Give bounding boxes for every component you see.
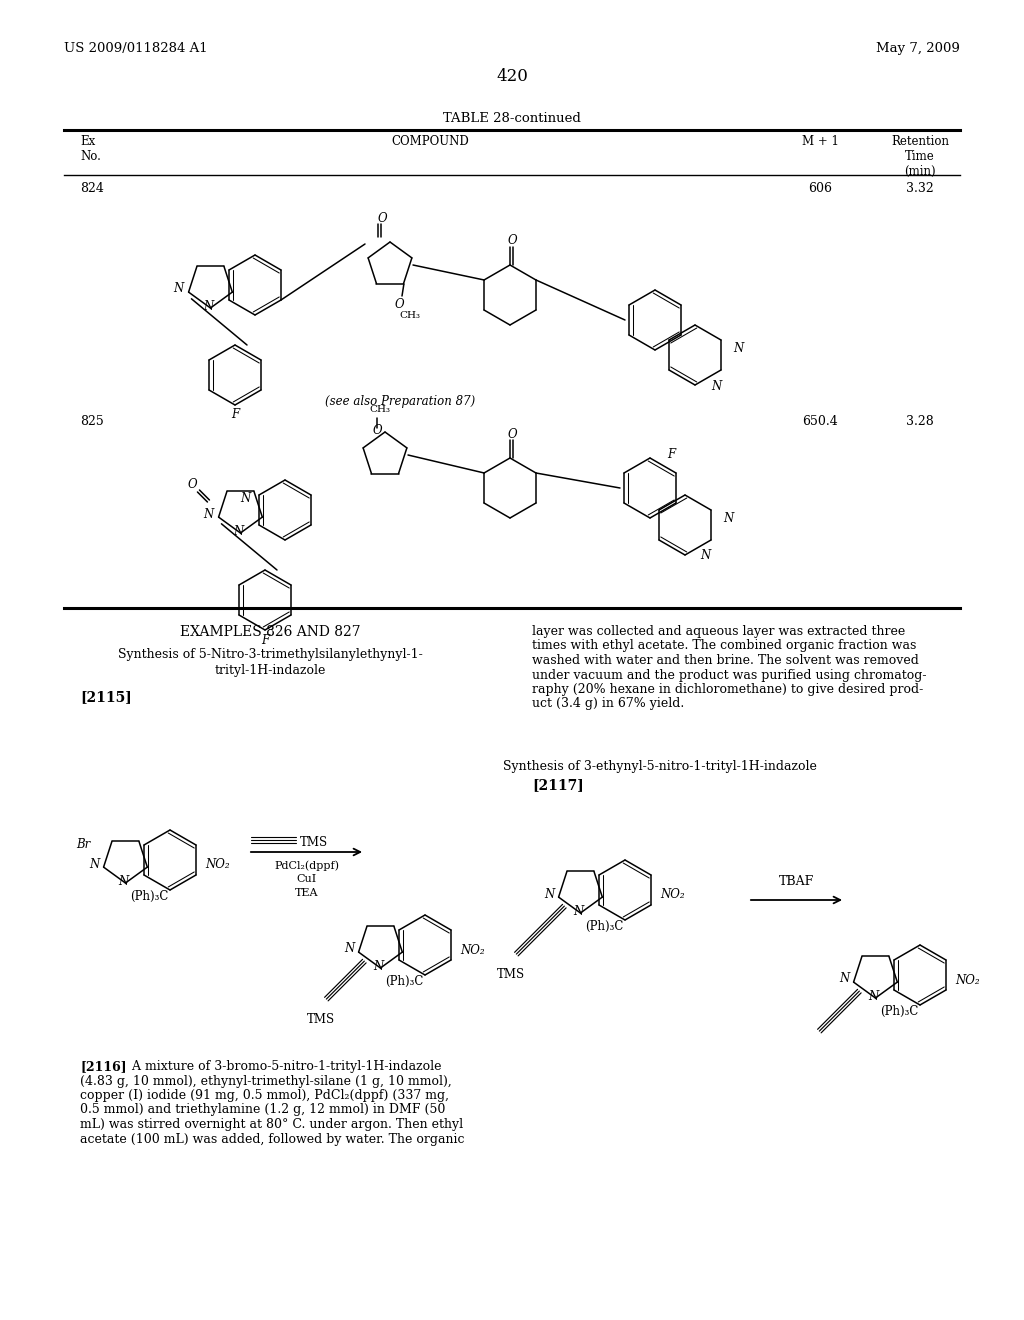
Text: NO₂: NO₂ <box>205 858 229 871</box>
Text: N: N <box>173 282 183 296</box>
Text: US 2009/0118284 A1: US 2009/0118284 A1 <box>63 42 208 55</box>
Text: Synthesis of 3-ethynyl-5-nitro-1-trityl-1H-indazole: Synthesis of 3-ethynyl-5-nitro-1-trityl-… <box>503 760 817 774</box>
Text: O: O <box>395 297 404 310</box>
Text: (Ph)₃C: (Ph)₃C <box>385 975 424 987</box>
Text: N: N <box>344 942 354 956</box>
Text: 420: 420 <box>496 69 528 84</box>
Text: F: F <box>667 447 675 461</box>
Text: NO₂: NO₂ <box>660 888 685 902</box>
Text: 3.28: 3.28 <box>906 414 934 428</box>
Text: N: N <box>723 512 733 525</box>
Text: N: N <box>119 875 129 888</box>
Text: CuI: CuI <box>296 874 316 884</box>
Text: O: O <box>507 235 517 248</box>
Text: TMS: TMS <box>307 1014 336 1026</box>
Text: N: N <box>233 525 244 539</box>
Text: O: O <box>187 479 198 491</box>
Text: raphy (20% hexane in dichloromethane) to give desired prod-: raphy (20% hexane in dichloromethane) to… <box>532 682 924 696</box>
Text: N: N <box>374 960 384 973</box>
Text: mL) was stirred overnight at 80° C. under argon. Then ethyl: mL) was stirred overnight at 80° C. unde… <box>80 1118 463 1131</box>
Text: N: N <box>868 990 879 1003</box>
Text: (Ph)₃C: (Ph)₃C <box>130 890 169 903</box>
Text: N: N <box>89 858 99 870</box>
Text: (Ph)₃C: (Ph)₃C <box>586 920 624 933</box>
Text: under vacuum and the product was purified using chromatog-: under vacuum and the product was purifie… <box>532 668 927 681</box>
Text: PdCl₂(dppf): PdCl₂(dppf) <box>274 861 339 871</box>
Text: A mixture of 3-bromo-5-nitro-1-trityl-1H-indazole: A mixture of 3-bromo-5-nitro-1-trityl-1H… <box>124 1060 441 1073</box>
Text: 606: 606 <box>808 182 831 195</box>
Text: [2117]: [2117] <box>532 777 584 792</box>
Text: NO₂: NO₂ <box>460 944 484 957</box>
Text: TMS: TMS <box>300 836 328 849</box>
Text: CH₃: CH₃ <box>399 312 421 321</box>
Text: layer was collected and aqueous layer was extracted three: layer was collected and aqueous layer wa… <box>532 624 905 638</box>
Text: uct (3.4 g) in 67% yield.: uct (3.4 g) in 67% yield. <box>532 697 684 710</box>
Text: N: N <box>241 491 251 504</box>
Text: 825: 825 <box>80 414 103 428</box>
Text: TEA: TEA <box>295 888 318 898</box>
Text: TABLE 28-continued: TABLE 28-continued <box>443 112 581 125</box>
Text: washed with water and then brine. The solvent was removed: washed with water and then brine. The so… <box>532 653 919 667</box>
Text: Ex
No.: Ex No. <box>80 135 101 162</box>
Text: copper (I) iodide (91 mg, 0.5 mmol), PdCl₂(dppf) (337 mg,: copper (I) iodide (91 mg, 0.5 mmol), PdC… <box>80 1089 449 1102</box>
Text: N: N <box>544 887 554 900</box>
Text: 0.5 mmol) and triethylamine (1.2 g, 12 mmol) in DMF (50: 0.5 mmol) and triethylamine (1.2 g, 12 m… <box>80 1104 445 1117</box>
Text: acetate (100 mL) was added, followed by water. The organic: acetate (100 mL) was added, followed by … <box>80 1133 465 1146</box>
Text: O: O <box>372 424 382 437</box>
Text: (Ph)₃C: (Ph)₃C <box>881 1005 919 1018</box>
Text: Br: Br <box>76 838 90 851</box>
Text: COMPOUND: COMPOUND <box>391 135 469 148</box>
Text: M + 1: M + 1 <box>802 135 839 148</box>
Text: (see also Preparation 87): (see also Preparation 87) <box>325 395 475 408</box>
Text: N: N <box>699 549 710 562</box>
Text: N: N <box>573 906 584 917</box>
Text: [2115]: [2115] <box>80 690 132 704</box>
Text: N: N <box>203 507 213 520</box>
Text: 650.4: 650.4 <box>802 414 838 428</box>
Text: N: N <box>204 300 214 313</box>
Text: N: N <box>840 973 850 986</box>
Text: Retention
Time
(min): Retention Time (min) <box>891 135 949 178</box>
Text: times with ethyl acetate. The combined organic fraction was: times with ethyl acetate. The combined o… <box>532 639 916 652</box>
Text: F: F <box>261 634 269 647</box>
Text: N: N <box>711 380 721 393</box>
Text: Synthesis of 5-Nitro-3-trimethylsilanylethynyl-1-: Synthesis of 5-Nitro-3-trimethylsilanyle… <box>118 648 422 661</box>
Text: CH₃: CH₃ <box>370 405 390 414</box>
Text: EXAMPLES 826 AND 827: EXAMPLES 826 AND 827 <box>179 624 360 639</box>
Text: O: O <box>377 211 387 224</box>
Text: (4.83 g, 10 mmol), ethynyl-trimethyl-silane (1 g, 10 mmol),: (4.83 g, 10 mmol), ethynyl-trimethyl-sil… <box>80 1074 452 1088</box>
Text: trityl-1H-indazole: trityl-1H-indazole <box>214 664 326 677</box>
Text: NO₂: NO₂ <box>955 974 980 986</box>
Text: 3.32: 3.32 <box>906 182 934 195</box>
Text: F: F <box>231 408 239 421</box>
Text: May 7, 2009: May 7, 2009 <box>877 42 961 55</box>
Text: [2116]: [2116] <box>80 1060 127 1073</box>
Text: N: N <box>733 342 743 355</box>
Text: O: O <box>507 428 517 441</box>
Text: TBAF: TBAF <box>779 875 814 888</box>
Text: TMS: TMS <box>498 968 525 981</box>
Text: 824: 824 <box>80 182 103 195</box>
